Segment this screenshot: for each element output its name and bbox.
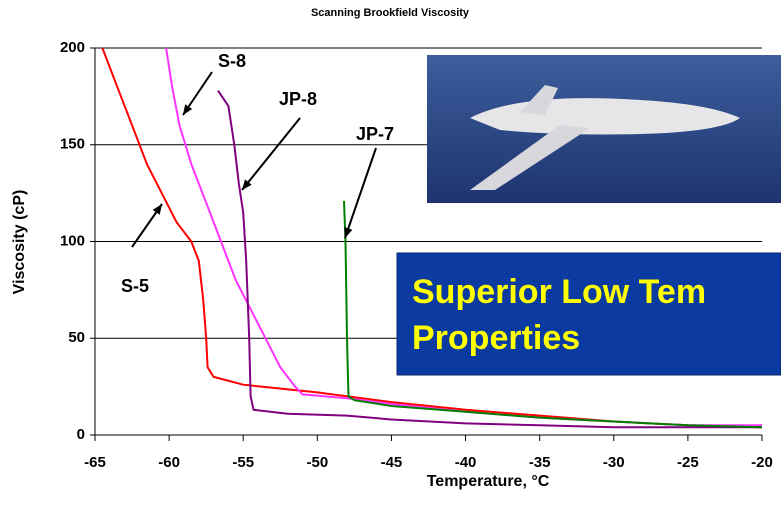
arrow-head bbox=[344, 227, 353, 238]
x-tick-label: -55 bbox=[232, 454, 254, 471]
callout-box bbox=[396, 252, 781, 376]
arrow-line bbox=[344, 147, 377, 239]
photo bbox=[427, 55, 781, 203]
arrow-head bbox=[242, 179, 252, 190]
x-tick-label: -45 bbox=[381, 454, 403, 471]
y-tick-label: 0 bbox=[77, 426, 85, 443]
y-tick-label: 150 bbox=[60, 136, 85, 153]
callout-text: Properties bbox=[412, 319, 580, 357]
y-tick-label: 200 bbox=[60, 39, 85, 56]
callout-text: Superior Low Tem bbox=[412, 273, 706, 311]
series-line bbox=[343, 200, 763, 429]
legend-label: S-8 bbox=[218, 51, 246, 71]
x-tick-label: -35 bbox=[529, 454, 551, 471]
arrow-line bbox=[241, 117, 301, 191]
x-tick-label: -40 bbox=[455, 454, 477, 471]
y-tick-label: 50 bbox=[68, 329, 85, 346]
x-tick-label: -25 bbox=[677, 454, 699, 471]
x-tick-label: -20 bbox=[751, 454, 773, 471]
y-axis-label: Viscosity (cP) bbox=[11, 190, 28, 295]
callout: Superior Low Tem Properties bbox=[396, 252, 781, 376]
x-tick-label: -65 bbox=[84, 454, 106, 471]
y-tick-label: 100 bbox=[60, 232, 85, 249]
x-tick-label: -30 bbox=[603, 454, 625, 471]
x-tick-label: -60 bbox=[158, 454, 180, 471]
x-tick-label: -50 bbox=[306, 454, 328, 471]
legend-label: S-5 bbox=[121, 276, 149, 296]
arrow-head bbox=[152, 204, 162, 215]
arrow-head bbox=[183, 104, 193, 115]
series-line bbox=[217, 90, 762, 429]
series-line bbox=[101, 47, 763, 429]
legend-label: JP-7 bbox=[356, 124, 394, 144]
chart-title: Scanning Brookfield Viscosity bbox=[311, 7, 470, 19]
legend-label: JP-8 bbox=[279, 89, 317, 109]
photo-wing bbox=[470, 85, 590, 190]
x-axis-label: Temperature, °C bbox=[427, 473, 550, 490]
